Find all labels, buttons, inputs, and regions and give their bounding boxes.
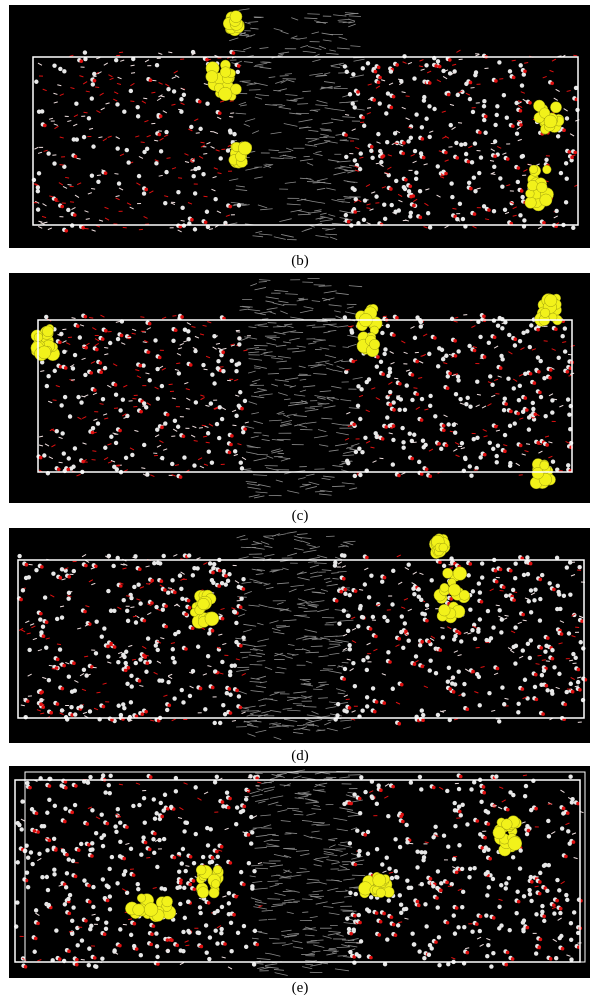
- panel-label-c: (c): [0, 508, 600, 525]
- panel-d: [9, 528, 590, 743]
- panel-label-d: (d): [0, 748, 600, 765]
- graphene-sheets: [239, 278, 362, 498]
- solvent-molecules: [36, 313, 574, 479]
- graphene-sheets: [229, 9, 365, 240]
- panel-label-b: (b): [0, 253, 600, 270]
- highlighted-molecules: [206, 11, 564, 211]
- panel-label-e: (e): [0, 980, 600, 997]
- solvent-molecules: [14, 773, 584, 969]
- solvent-molecules: [17, 553, 587, 725]
- simulation-snapshot-b: [9, 5, 590, 248]
- highlighted-molecules: [31, 294, 562, 489]
- panel-c: [9, 273, 590, 503]
- simulation-snapshot-c: [9, 273, 590, 503]
- solvent-molecules: [32, 50, 580, 233]
- panel-b: [9, 5, 590, 248]
- simulation-snapshot-d: [9, 528, 590, 743]
- simulation-snapshot-e: [9, 766, 590, 978]
- simulation-box: [18, 560, 584, 718]
- panel-e: [9, 766, 590, 978]
